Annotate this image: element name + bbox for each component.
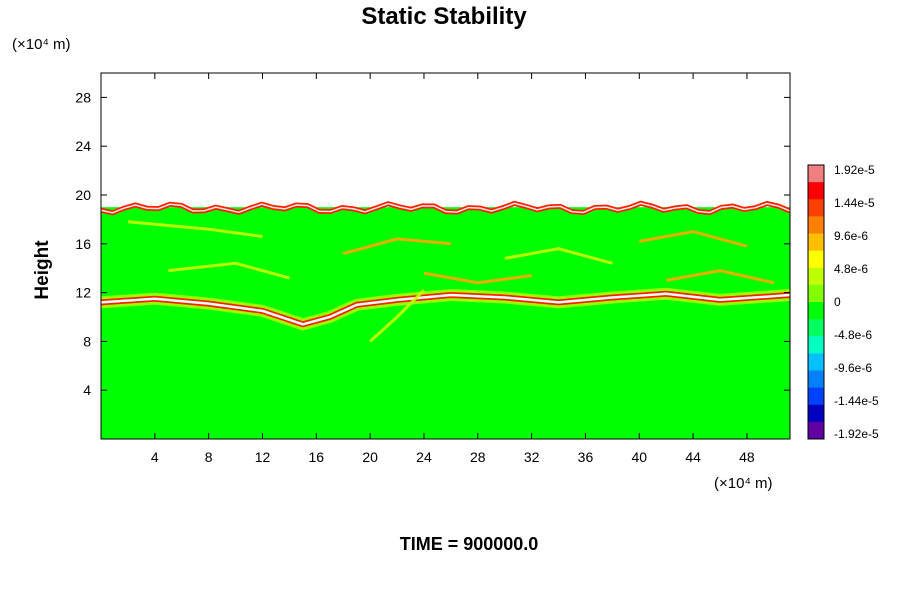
colorbar-label: 1.44e-5 [834,196,875,210]
stability-field [101,200,790,439]
plot-frame [100,72,791,440]
x-tick-label: 32 [524,449,540,465]
y-tick-label: 28 [75,89,91,105]
chart-title: Static Stability [361,3,527,30]
colorbar-swatch [808,182,824,200]
stability-filament [639,230,748,248]
colorbar-swatch [808,302,824,320]
colorbar-label: -1.92e-5 [834,427,879,441]
x-tick-label: 48 [739,449,755,465]
colorbar-label: -9.6e-6 [834,361,872,375]
y-unit-label: (×10⁴ m) [12,36,71,53]
colorbar-swatch [808,336,824,354]
upper-saturated-core [101,202,790,214]
time-footer: TIME = 900000.0 [400,534,539,554]
field-neutral-region [101,207,790,439]
colorbar-swatch [808,387,824,406]
y-tick-label: 24 [75,138,91,154]
colorbar-swatch [808,216,824,234]
stability-filament [504,247,613,265]
colorbar-label: 1.92e-5 [834,163,875,177]
stability-filament [665,269,775,285]
stability-filament [423,271,532,285]
y-tick-label: 12 [75,285,91,301]
colorbar-label: 9.6e-6 [834,229,868,243]
y-tick-label: 8 [83,333,91,349]
x-tick-label: 4 [151,449,159,465]
x-tick-label: 44 [685,449,701,465]
plot-area [100,72,791,440]
y-tick-label: 4 [83,382,91,398]
x-tick-label: 24 [416,449,432,465]
colorbar-label: 4.8e-6 [834,262,868,276]
colorbar-swatch [808,284,824,303]
colorbar-frame [807,164,825,440]
colorbar-label: -1.44e-5 [834,394,879,408]
colorbar-swatch [808,267,824,286]
y-tick-label: 20 [75,187,91,203]
colorbar: 1.92e-5 1.44e-5 9.6e-6 4.8e-6 0 -4.8e-6 -9.6e-… [807,163,879,441]
colorbar-swatch [808,421,824,440]
colorbar-swatch [808,353,824,371]
x-tick-label: 8 [205,449,213,465]
colorbar-swatch [808,370,824,389]
x-tick-label: 12 [255,449,271,465]
colorbar-label: -4.8e-6 [834,328,872,342]
stability-filament [369,289,426,343]
x-tick-label: 36 [578,449,594,465]
colorbar-swatch [808,199,824,217]
colorbar-swatch [808,233,824,252]
x-tick-label: 20 [362,449,378,465]
y-axis: 4 8 12 16 20 24 28 [75,89,790,398]
y-axis-label: Height [32,240,53,300]
x-tick-label: 16 [309,449,325,465]
colorbar-swatch [808,319,824,337]
colorbar-label: 0 [834,295,841,309]
x-tick-label: 40 [631,449,647,465]
stability-filament [168,261,290,280]
colorbar-swatch [808,250,824,269]
colorbar-swatch [808,404,824,423]
stability-filament [342,237,452,256]
x-axis: 4 8 12 16 20 24 28 32 36 40 44 48 [151,73,755,465]
y-tick-label: 16 [75,236,91,252]
x-unit-label: (×10⁴ m) [714,475,773,492]
mid-saturated-core [101,292,790,326]
x-tick-label: 28 [470,449,486,465]
colorbar-swatch [808,165,824,183]
stability-filament [127,220,263,238]
